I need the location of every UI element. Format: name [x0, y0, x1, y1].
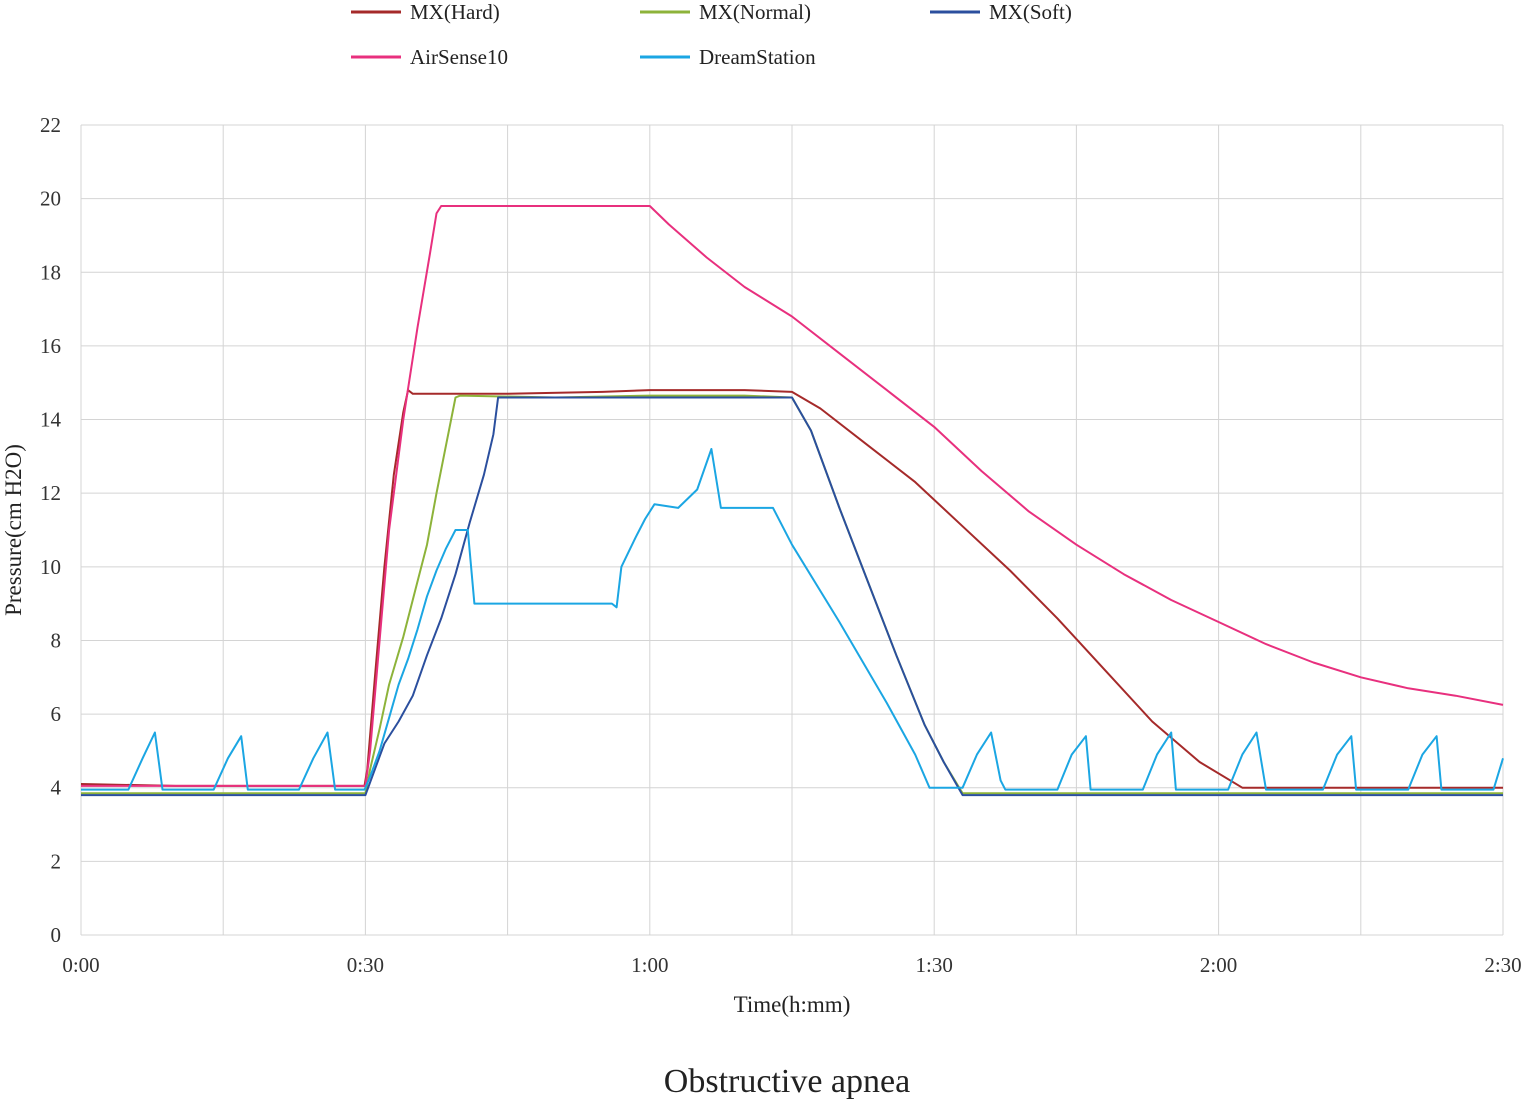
series-line-mx-normal	[81, 394, 1503, 795]
legend-label: MX(Soft)	[989, 0, 1072, 24]
series-line-mx-soft	[81, 396, 1503, 797]
legend: MX(Hard) MX(Normal) MX(Soft) AirSense10 Drea…	[351, 0, 1072, 69]
y-axis-title: Pressure(cm H2O)	[1, 444, 26, 616]
x-tick-label: 1:30	[916, 953, 953, 977]
x-tick-label: 2:30	[1484, 953, 1521, 977]
y-tick-label: 0	[51, 923, 62, 947]
y-tick-label: 14	[40, 408, 62, 432]
y-tick-label: 2	[51, 849, 62, 873]
y-tick-label: 18	[40, 260, 61, 284]
x-axis-title: Time(h:mm)	[734, 992, 851, 1017]
y-tick-label: 12	[40, 481, 61, 505]
y-tick-label: 20	[40, 187, 61, 211]
x-axis-ticks: 0:00 0:30 1:00 1:30 2:00 2:30	[62, 953, 1521, 977]
legend-label: AirSense10	[410, 45, 508, 69]
y-tick-label: 16	[40, 334, 61, 358]
x-tick-label: 0:00	[62, 953, 99, 977]
series-line-mx-hard	[80, 389, 1503, 789]
series-line-airsense10	[81, 205, 1504, 787]
legend-item-dreamstation: DreamStation	[640, 45, 816, 69]
grid	[80, 124, 1504, 936]
legend-label: MX(Hard)	[410, 0, 500, 24]
chart-caption: Obstructive apnea	[664, 1063, 910, 1100]
legend-item-mx-hard: MX(Hard)	[351, 0, 500, 24]
series-lines	[80, 205, 1504, 797]
legend-item-airsense10: AirSense10	[351, 45, 508, 69]
x-tick-label: 2:00	[1200, 953, 1237, 977]
legend-item-mx-soft: MX(Soft)	[930, 0, 1072, 24]
legend-label: MX(Normal)	[699, 0, 811, 24]
y-tick-label: 4	[51, 776, 62, 800]
legend-item-mx-normal: MX(Normal)	[640, 0, 811, 24]
y-tick-label: 10	[40, 555, 61, 579]
y-tick-label: 22	[40, 113, 61, 137]
x-tick-label: 1:00	[631, 953, 668, 977]
x-tick-label: 0:30	[347, 953, 384, 977]
y-tick-label: 8	[51, 628, 62, 652]
y-tick-label: 6	[51, 702, 62, 726]
y-axis-ticks: 0 2 4 6 8 10 12 14 16 18 20 22	[40, 113, 62, 947]
legend-label: DreamStation	[699, 45, 816, 69]
series-line-dreamstation	[81, 448, 1504, 791]
